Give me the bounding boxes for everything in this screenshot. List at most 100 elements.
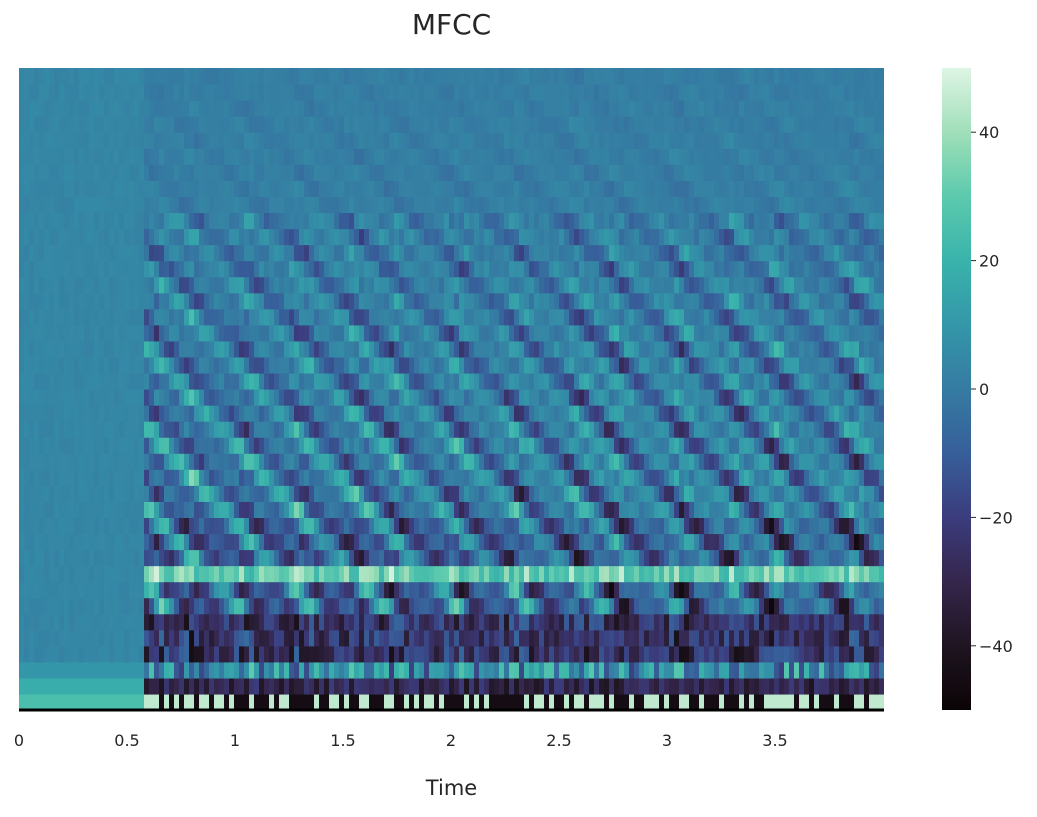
heatmap-cell [39,501,45,518]
heatmap-cell [574,533,580,551]
heatmap-cell [419,645,425,663]
heatmap-cell [294,116,300,133]
heatmap-cell [234,244,240,262]
heatmap-cell [624,405,630,422]
heatmap-cell [619,132,625,149]
heatmap-cell [149,469,155,486]
heatmap-cell [564,276,570,294]
heatmap-cell [274,533,280,551]
heatmap-cell [24,340,30,358]
heatmap-cell [169,677,175,695]
heatmap-cell [574,228,580,246]
heatmap-cell [209,389,215,406]
heatmap-cell [284,228,290,246]
heatmap-cell [64,485,70,502]
heatmap-cell [399,485,405,502]
heatmap-cell [159,693,165,710]
heatmap-cell [64,389,70,406]
heatmap-cell [514,228,520,246]
heatmap-cell [394,469,400,486]
heatmap-cell [539,421,545,438]
heatmap-cell [204,597,210,615]
heatmap-cell [89,661,95,679]
heatmap-cell [594,581,600,599]
heatmap-cell [94,180,100,197]
heatmap-cell [614,597,620,615]
heatmap-cell [294,469,300,486]
heatmap-cell [124,292,130,310]
heatmap-cell [469,437,475,454]
heatmap-cell [434,613,440,631]
heatmap-cell [359,100,365,117]
heatmap-cell [69,308,75,326]
heatmap-cell [359,116,365,133]
heatmap-cell [284,100,290,117]
heatmap-cell [129,389,135,406]
heatmap-cell [354,260,360,278]
heatmap-cell [389,132,395,149]
heatmap-cell [159,244,165,262]
heatmap-cell [354,629,360,647]
heatmap-cell [149,485,155,502]
heatmap-cell [284,372,290,390]
heatmap-cell [434,581,440,599]
heatmap-cell [104,356,110,374]
heatmap-cell [89,437,95,454]
heatmap-cell [379,100,385,117]
heatmap-cell [89,244,95,262]
heatmap-cell [89,469,95,486]
heatmap-cell [384,164,390,181]
heatmap-cell [584,132,590,149]
heatmap-cell [249,645,255,663]
heatmap-cell [199,517,205,535]
heatmap-cell [459,260,465,278]
heatmap-cell [474,212,480,230]
heatmap-cell [409,164,415,181]
heatmap-cell [484,597,490,615]
heatmap-cell [369,437,375,454]
heatmap-cell [94,581,100,599]
heatmap-cell [164,324,170,342]
heatmap-cell [514,645,520,663]
heatmap-cell [99,148,105,165]
heatmap-cell [604,613,610,631]
heatmap-cell [79,389,85,406]
heatmap-cell [524,485,530,502]
heatmap-cell [289,260,295,278]
heatmap-cell [294,228,300,246]
heatmap-cell [429,613,435,631]
heatmap-cell [494,661,500,679]
heatmap-cell [299,196,305,214]
heatmap-cell [619,469,625,486]
heatmap-cell [504,228,510,246]
heatmap-cell [54,661,60,679]
heatmap-cell [479,212,485,230]
heatmap-cell [394,68,400,85]
heatmap-cell [199,148,205,165]
heatmap-cell [84,565,90,583]
heatmap-cell [409,645,415,663]
heatmap-cell [409,244,415,262]
heatmap-cell [349,565,355,583]
heatmap-cell [349,485,355,502]
heatmap-cell [444,132,450,149]
heatmap-cell [479,100,485,117]
heatmap-cell [639,581,645,599]
heatmap-cell [599,100,605,117]
heatmap-cell [49,549,55,567]
heatmap-cell [324,549,330,567]
heatmap-cell [554,453,560,470]
heatmap-cell [234,196,240,214]
heatmap-cell [324,212,330,230]
heatmap-cell [539,148,545,165]
heatmap-cell [169,437,175,454]
heatmap-cell [609,421,615,438]
heatmap-cell [504,68,510,85]
heatmap-cell [394,629,400,647]
heatmap-cell [409,340,415,358]
heatmap-cell [284,453,290,470]
heatmap-cell [104,84,110,101]
heatmap-cell [269,148,275,165]
heatmap-cell [394,501,400,518]
heatmap-cell [44,389,50,406]
